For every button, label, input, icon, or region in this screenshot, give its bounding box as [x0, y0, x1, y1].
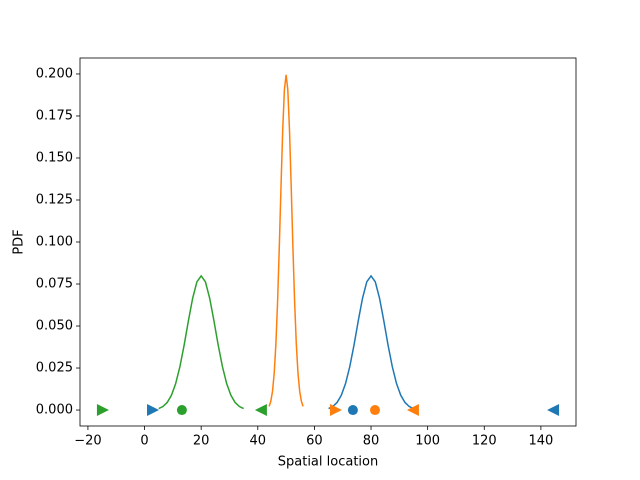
y-tick-label: 0.150	[36, 150, 73, 165]
marker	[406, 404, 419, 417]
line	[268, 74, 304, 407]
marker	[96, 404, 109, 417]
x-tick-label: 40	[250, 434, 267, 449]
y-tick-label: 0.100	[36, 235, 73, 250]
x-tick-label: −20	[74, 434, 101, 449]
y-tick-label: 0.050	[36, 319, 73, 334]
y-axis-label: PDF	[12, 229, 27, 254]
line	[158, 274, 244, 410]
y-tick-label: 0.175	[36, 108, 73, 123]
x-tick-label: 80	[363, 434, 380, 449]
x-tick-label: 60	[306, 434, 323, 449]
marker	[329, 404, 342, 417]
x-tick-label: 20	[193, 434, 210, 449]
y-tick-label: 0.000	[36, 403, 73, 418]
marker	[147, 404, 160, 417]
x-tick-label: 0	[140, 434, 148, 449]
y-tick-label: 0.075	[36, 277, 73, 292]
y-tick-label: 0.125	[36, 192, 73, 207]
plot-frame	[79, 57, 577, 427]
marker	[547, 404, 560, 417]
marker	[254, 404, 267, 417]
marker	[369, 405, 380, 416]
y-tick-label: 0.025	[36, 361, 73, 376]
marker	[347, 405, 358, 416]
x-tick-label: 120	[472, 434, 497, 449]
marker	[176, 405, 187, 416]
x-tick-label: 140	[528, 434, 553, 449]
x-axis-label: Spatial location	[278, 455, 378, 470]
line	[328, 274, 414, 410]
x-tick-label: 100	[415, 434, 440, 449]
y-tick-label: 0.200	[36, 66, 73, 81]
